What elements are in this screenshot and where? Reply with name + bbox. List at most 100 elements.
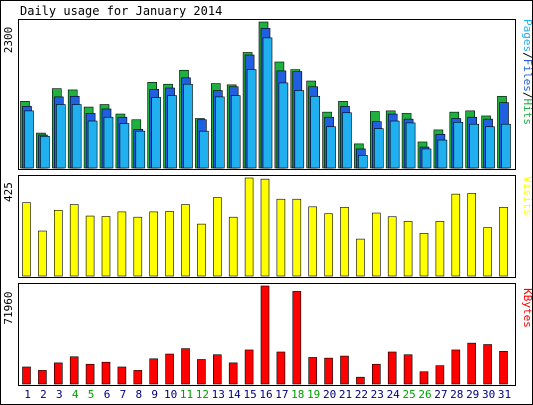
bar-pages-22 (358, 155, 368, 169)
y-max-label-hits-files-pages: 2300 (2, 27, 15, 54)
bar-pages-18 (294, 90, 305, 169)
bar-pages-13 (215, 96, 225, 169)
legend-entry-pages: Pages (521, 19, 533, 52)
x-tick-label-1: 1 (24, 388, 31, 401)
bar-visits-5 (85, 215, 95, 277)
bar-kbytes-16 (260, 285, 270, 385)
x-tick-label-28: 28 (450, 388, 463, 401)
x-tick-label-21: 21 (339, 388, 352, 401)
bar-kbytes-21 (340, 355, 349, 385)
bar-visits-21 (340, 206, 349, 277)
bar-visits-17 (276, 198, 286, 277)
bar-pages-19 (310, 95, 321, 169)
x-tick-label-14: 14 (228, 388, 242, 401)
x-tick-label-7: 7 (120, 388, 127, 401)
x-tick-label-8: 8 (135, 388, 142, 401)
y-max-label-kbytes: 71960 (2, 291, 15, 324)
x-tick-label-19: 19 (307, 388, 320, 401)
bar-pages-21 (342, 112, 352, 169)
bar-visits-25 (403, 221, 413, 277)
bar-visits-1 (22, 202, 31, 277)
bar-visits-8 (133, 216, 143, 277)
bar-pages-31 (501, 123, 511, 169)
bar-pages-5 (87, 120, 98, 169)
bar-visits-23 (371, 212, 381, 277)
bar-visits-7 (117, 211, 127, 277)
bar-visits-30 (483, 227, 492, 277)
x-tick-label-16: 16 (259, 388, 272, 401)
bar-pages-4 (71, 104, 82, 169)
x-tick-label-15: 15 (243, 388, 256, 401)
bar-visits-12 (197, 223, 206, 277)
bar-kbytes-6 (101, 361, 111, 385)
bar-kbytes-25 (403, 354, 413, 385)
legend-kbytes: KBytes (521, 288, 533, 328)
x-tick-label-27: 27 (434, 388, 447, 401)
bar-visits-19 (308, 206, 318, 277)
legend-separator: / (521, 52, 533, 59)
x-tick-label-11: 11 (180, 388, 193, 401)
bar-pages-10 (167, 95, 177, 169)
bar-pages-6 (103, 116, 114, 169)
bar-kbytes-12 (197, 359, 206, 385)
legend-entry-files: Files (521, 59, 533, 92)
bar-kbytes-23 (371, 363, 381, 385)
legend-hits-files-pages: Pages/Files/Hits (521, 19, 533, 125)
bar-visits-11 (181, 204, 190, 277)
bar-visits-4 (69, 204, 79, 277)
bar-visits-22 (356, 238, 365, 277)
legend-entry-hits: Hits (521, 99, 533, 126)
x-tick-label-2: 2 (40, 388, 47, 401)
bar-pages-15 (246, 69, 257, 169)
bar-pages-25 (405, 122, 416, 169)
bar-pages-27 (437, 139, 448, 169)
x-tick-label-24: 24 (387, 388, 401, 401)
bar-kbytes-1 (22, 366, 31, 385)
y-max-label-visits: 425 (2, 182, 15, 202)
bar-pages-12 (199, 130, 209, 169)
x-tick-label-6: 6 (104, 388, 111, 401)
bar-pages-20 (326, 126, 336, 169)
bar-pages-2 (40, 135, 50, 169)
legend-separator: / (521, 92, 533, 99)
x-tick-label-9: 9 (151, 388, 158, 401)
x-tick-label-23: 23 (371, 388, 384, 401)
bar-kbytes-18 (292, 291, 302, 385)
bar-kbytes-24 (387, 351, 397, 385)
x-tick-label-5: 5 (88, 388, 95, 401)
bar-pages-26 (421, 148, 432, 169)
bar-kbytes-26 (419, 371, 429, 385)
bar-pages-23 (373, 128, 384, 169)
bar-kbytes-29 (467, 342, 477, 385)
bar-kbytes-27 (435, 365, 445, 385)
x-tick-label-26: 26 (418, 388, 431, 401)
bar-visits-9 (149, 211, 158, 277)
bar-kbytes-31 (499, 351, 508, 385)
chart-title: Daily usage for January 2014 (20, 4, 222, 18)
bar-visits-20 (324, 213, 333, 277)
bar-kbytes-5 (85, 363, 95, 385)
bar-visits-3 (53, 209, 63, 277)
legend-entry-visits: Visits (521, 176, 533, 216)
x-tick-label-17: 17 (275, 388, 288, 401)
bar-kbytes-19 (308, 357, 318, 385)
x-tick-label-12: 12 (196, 388, 209, 401)
bars-layer (20, 21, 511, 385)
bar-pages-14 (230, 95, 241, 169)
bar-pages-7 (119, 123, 130, 169)
bar-visits-28 (451, 193, 461, 277)
legend-visits: Visits (521, 176, 533, 216)
bar-kbytes-14 (228, 362, 238, 385)
x-tick-label-31: 31 (498, 388, 511, 401)
bar-visits-16 (260, 178, 270, 277)
bar-kbytes-9 (149, 358, 158, 385)
x-tick-label-10: 10 (164, 388, 177, 401)
bar-pages-17 (278, 82, 289, 169)
bar-kbytes-13 (213, 354, 222, 385)
bar-visits-18 (292, 198, 302, 277)
bar-kbytes-28 (451, 349, 461, 385)
bar-pages-30 (485, 126, 495, 169)
x-tick-label-25: 25 (402, 388, 415, 401)
bar-kbytes-7 (117, 366, 127, 385)
x-tick-label-30: 30 (482, 388, 495, 401)
